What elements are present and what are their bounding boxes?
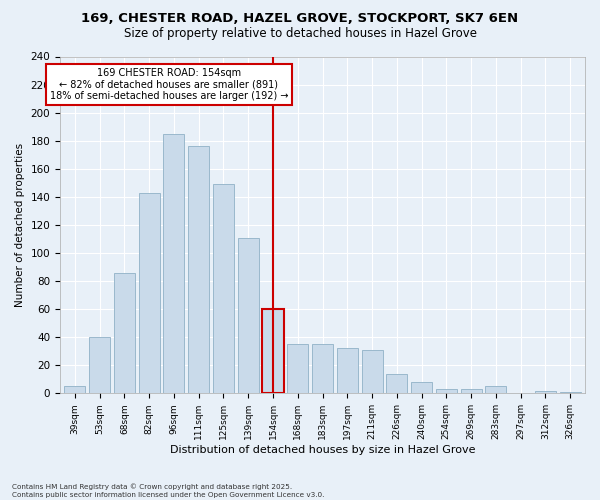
Bar (163, 134, 184, 394)
X-axis label: Distribution of detached houses by size in Hazel Grove: Distribution of detached houses by size … (170, 445, 475, 455)
Bar (89, 337, 110, 394)
Bar (436, 389, 457, 394)
Text: 169 CHESTER ROAD: 154sqm
← 82% of detached houses are smaller (891)
18% of semi-: 169 CHESTER ROAD: 154sqm ← 82% of detach… (50, 68, 288, 101)
Bar (362, 350, 383, 394)
Bar (188, 146, 209, 394)
Bar (485, 386, 506, 394)
Bar (139, 192, 160, 394)
Bar (386, 374, 407, 394)
Bar (312, 344, 333, 394)
Text: 169, CHESTER ROAD, HAZEL GROVE, STOCKPORT, SK7 6EN: 169, CHESTER ROAD, HAZEL GROVE, STOCKPOR… (82, 12, 518, 26)
Bar (411, 382, 432, 394)
Bar (461, 389, 482, 394)
Bar (262, 309, 284, 394)
Y-axis label: Number of detached properties: Number of detached properties (15, 143, 25, 307)
Bar (238, 238, 259, 394)
Bar (213, 184, 234, 394)
Bar (337, 348, 358, 394)
Bar (560, 392, 581, 394)
Text: Contains HM Land Registry data © Crown copyright and database right 2025.
Contai: Contains HM Land Registry data © Crown c… (12, 484, 325, 498)
Bar (114, 272, 135, 394)
Bar (64, 386, 85, 394)
Text: Size of property relative to detached houses in Hazel Grove: Size of property relative to detached ho… (124, 28, 476, 40)
Bar (535, 390, 556, 394)
Bar (287, 344, 308, 394)
